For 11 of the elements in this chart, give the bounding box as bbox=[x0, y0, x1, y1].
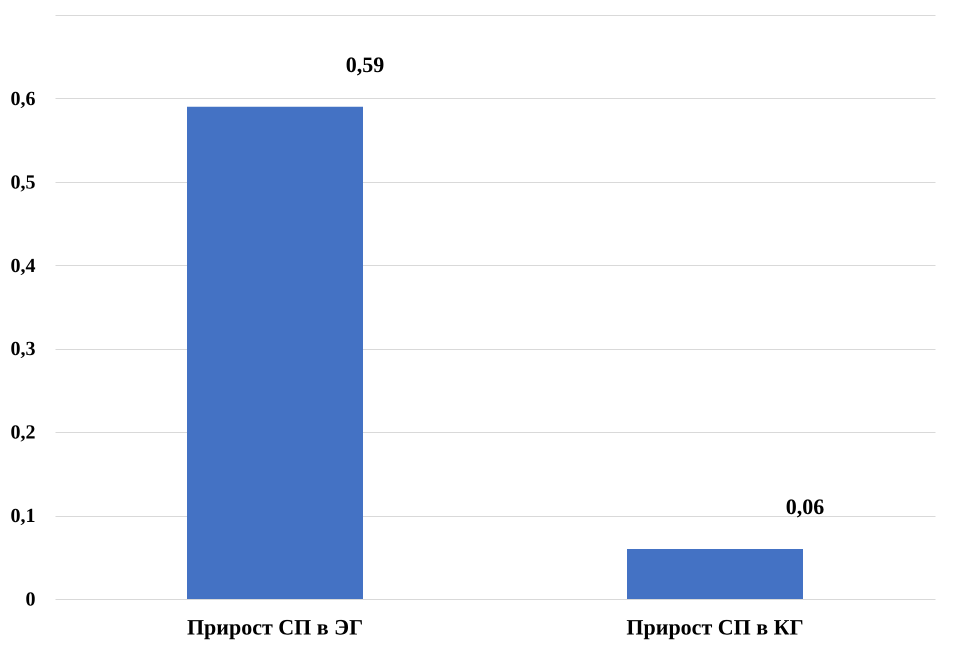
y-tick-label: 0,2 bbox=[10, 422, 36, 444]
data-label: 0,06 bbox=[786, 494, 824, 519]
data-label: 0,59 bbox=[346, 52, 384, 77]
x-tick-label: Прирост СП в КГ bbox=[626, 614, 804, 640]
y-tick-label: 0 bbox=[26, 588, 36, 610]
x-tick-label: Прирост СП в ЭГ bbox=[186, 614, 364, 640]
y-tick-label: 0,4 bbox=[10, 254, 36, 277]
y-tick-label: 0,3 bbox=[10, 338, 36, 360]
y-tick-label: 0,6 bbox=[10, 88, 36, 110]
y-tick-label: 0,5 bbox=[10, 171, 36, 194]
y-tick-label: 0,1 bbox=[10, 505, 36, 528]
